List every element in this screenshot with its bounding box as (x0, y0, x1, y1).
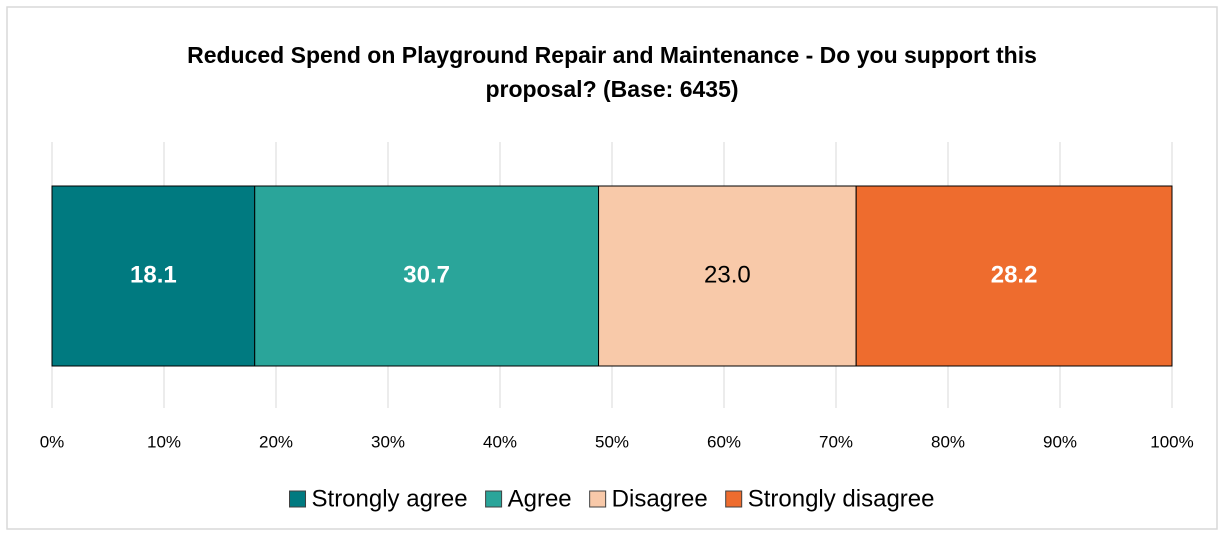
data-label: 23.0 (704, 261, 751, 288)
bar-segment (254, 185, 600, 367)
x-tick-label: 20% (259, 432, 293, 451)
x-tick-label: 60% (707, 432, 741, 451)
bar-segment (51, 185, 256, 367)
x-tick-label: 70% (819, 432, 853, 451)
legend-swatch (589, 490, 607, 508)
x-tick-label: 50% (595, 432, 629, 451)
x-tick-label: 90% (1043, 432, 1077, 451)
bar-segment (598, 185, 857, 367)
legend-label: Disagree (612, 485, 708, 512)
data-label: 28.2 (991, 261, 1038, 288)
x-tick-label: 10% (147, 432, 181, 451)
legend-swatch (485, 490, 503, 508)
bar-segment (855, 185, 1173, 367)
x-tick-label: 40% (483, 432, 517, 451)
legend-label: Strongly disagree (748, 485, 935, 512)
x-tick-label: 0% (40, 432, 65, 451)
x-tick-label: 100% (1150, 432, 1193, 451)
legend-swatch (725, 490, 743, 508)
x-tick-label: 30% (371, 432, 405, 451)
legend-label: Agree (508, 485, 572, 512)
data-label: 18.1 (130, 261, 177, 288)
legend-swatch (289, 490, 307, 508)
x-tick-label: 80% (931, 432, 965, 451)
legend-label: Strongly agree (312, 485, 468, 512)
data-label: 30.7 (403, 261, 450, 288)
chart-title: Reduced Spend on Playground Repair and M… (187, 42, 1037, 102)
